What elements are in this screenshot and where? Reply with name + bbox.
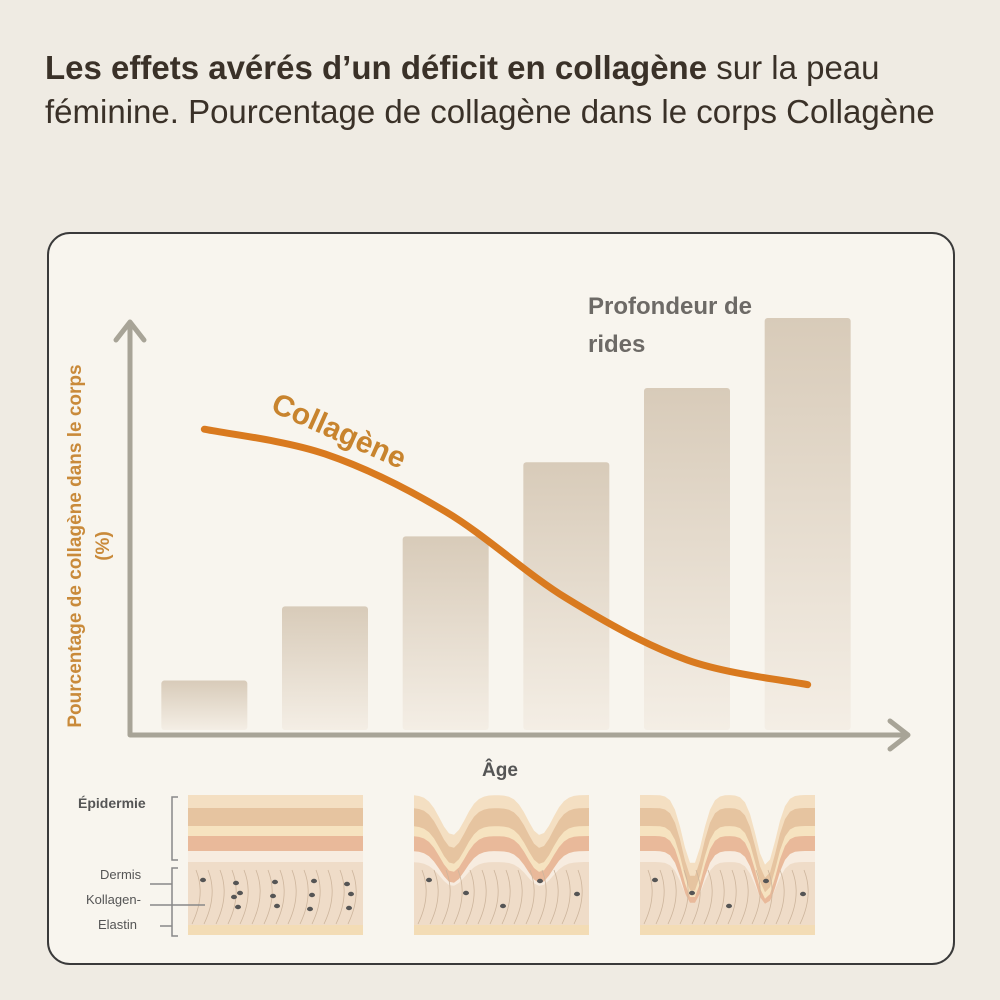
skin-dot [311, 878, 317, 884]
skin-base [188, 925, 363, 935]
bar [282, 606, 368, 730]
skin-dot [272, 879, 278, 885]
skin-fiber [799, 869, 809, 925]
skin-fiber [299, 869, 309, 925]
skin-fiber [787, 869, 797, 925]
skin-base [414, 925, 589, 935]
skin-dot [274, 903, 280, 909]
bar [644, 388, 730, 730]
title-rest: sur la peau féminine. Pourcentage de col… [45, 49, 935, 130]
skin-dot [200, 877, 206, 883]
title: Les effets avérés d’un déficit en collag… [45, 46, 935, 134]
skin-fiber [441, 869, 451, 925]
skin-dot [235, 904, 241, 910]
skin-fiber [311, 869, 321, 925]
skin-fiber [191, 869, 201, 925]
skin-dot [237, 890, 243, 896]
skin-fiber [691, 869, 701, 925]
skin-fiber [417, 869, 427, 925]
skin-fiber [453, 869, 463, 925]
skin-dot [652, 877, 658, 883]
skin-fiber [275, 869, 285, 925]
skin-fiber [537, 869, 547, 925]
skin-fiber [643, 869, 653, 925]
skin-fiber [679, 869, 689, 925]
skin-dot [689, 890, 695, 896]
skin-fiber [549, 869, 559, 925]
skin-dot [537, 878, 543, 884]
bar [161, 680, 248, 730]
skin-fiber [561, 869, 571, 925]
skin-dot [426, 877, 432, 883]
skin-fiber [775, 869, 785, 925]
skin-dot [348, 891, 354, 897]
skin-layer [414, 862, 589, 928]
skin-fiber [667, 869, 677, 925]
skin-fiber [513, 869, 523, 925]
skin-fiber [573, 869, 583, 925]
skin-fiber [763, 869, 773, 925]
skin-dot [500, 903, 506, 909]
skin-fiber [727, 869, 737, 925]
skin-fiber [347, 869, 357, 925]
skin-layer [640, 862, 815, 928]
skin-dot [574, 891, 580, 897]
skin-fiber [501, 869, 511, 925]
skin-dot [763, 878, 769, 884]
skin-dot [270, 893, 276, 899]
skin-dot [344, 881, 350, 887]
skin-label: Kollagen- [86, 892, 141, 907]
skin-base [640, 925, 815, 935]
bar [402, 536, 489, 730]
skin-fiber [751, 869, 761, 925]
skin-fiber [655, 869, 665, 925]
skin-fiber [525, 869, 535, 925]
skin-dot [231, 894, 237, 900]
skin-label: Elastin [98, 917, 137, 932]
skin-fiber [489, 869, 499, 925]
skin-dot [233, 880, 239, 886]
skin-fiber [287, 869, 297, 925]
skin-fiber [335, 869, 345, 925]
skin-dot [463, 890, 469, 896]
skin-fiber [703, 869, 713, 925]
skin-fiber [715, 869, 725, 925]
axes [113, 319, 911, 752]
bar-label: Profondeur de rides [588, 293, 753, 358]
skin-dot [346, 905, 352, 911]
x-label: Âge [482, 759, 518, 781]
skin-label: Épidermie [78, 795, 146, 811]
skin-fiber [429, 869, 439, 925]
title-bold: Les effets avérés d’un déficit en collag… [45, 49, 708, 86]
skin-fiber [323, 869, 333, 925]
skin-fiber [215, 869, 225, 925]
y-label: Pourcentage de collagène dans le corps (… [65, 364, 114, 728]
skin-fiber [203, 869, 213, 925]
skin-dot [307, 906, 313, 912]
skin-fiber [477, 869, 487, 925]
skin-fiber [465, 869, 475, 925]
line [200, 425, 812, 689]
skin-bracket [150, 796, 205, 937]
skin-fiber [239, 869, 249, 925]
skin-label: Dermis [100, 867, 142, 882]
skin-dot [309, 892, 315, 898]
skin-dot [800, 891, 806, 897]
skin-fiber [739, 869, 749, 925]
bar [764, 318, 851, 730]
skin-fiber [251, 869, 261, 925]
skin-dot [726, 903, 732, 909]
